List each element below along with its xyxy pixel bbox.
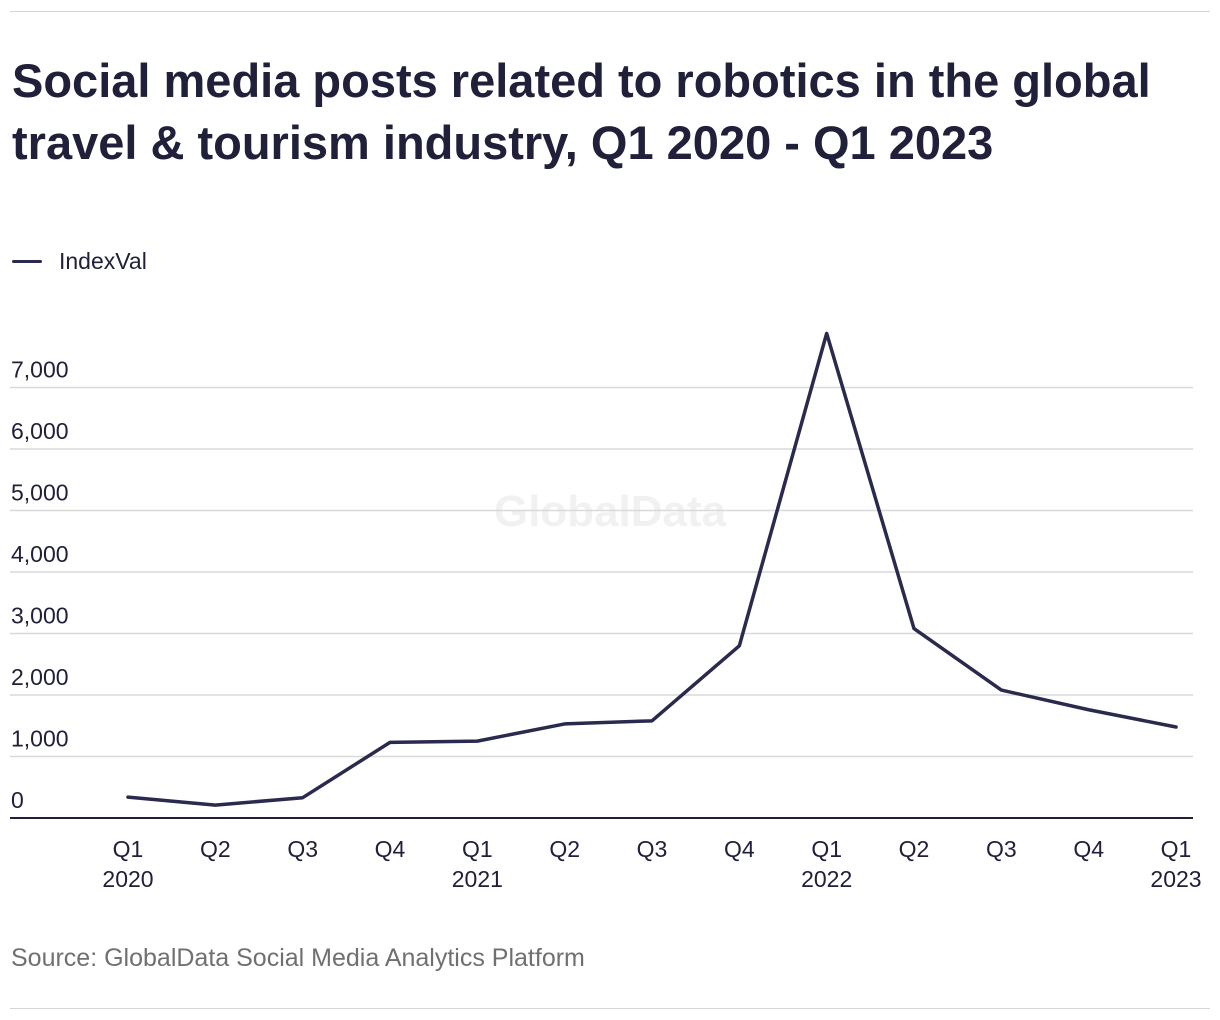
y-tick-label: 1,000 <box>11 726 69 752</box>
watermark: GlobalData <box>494 487 727 536</box>
x-tick-label: Q2 <box>899 836 930 862</box>
bottom-divider <box>10 1008 1210 1009</box>
chart-title: Social media posts related to robotics i… <box>12 54 1151 169</box>
y-axis-ticks: 0 1,000 2,000 3,000 4,000 5,000 6,000 7,000 <box>11 357 69 814</box>
series-line-indexval <box>126 331 1178 807</box>
gridlines <box>10 386 1193 758</box>
x-axis-ticks: Q1 2020 Q2 Q3 Q4 Q1 2021 Q2 Q3 Q4 Q1 2022 Q2 Q3 Q4 Q1 20… <box>102 836 1201 892</box>
x-tick-label: Q4 <box>1073 836 1104 862</box>
x-tick-label: Q1 2022 <box>801 836 852 892</box>
y-tick-label: 2,000 <box>11 664 69 690</box>
x-tick-label: Q3 <box>986 836 1017 862</box>
x-tick-label: Q1 2020 <box>102 836 153 892</box>
x-tick-label: Q4 <box>724 836 755 862</box>
x-tick-label: Q3 <box>637 836 668 862</box>
source-note: Source: GlobalData Social Media Analytic… <box>11 944 585 972</box>
legend-swatch <box>12 260 42 263</box>
x-tick-label: Q4 <box>375 836 406 862</box>
y-tick-label: 6,000 <box>11 418 69 444</box>
y-tick-label: 7,000 <box>11 357 69 383</box>
x-tick-label: Q1 2023 <box>1150 836 1201 892</box>
y-tick-label: 5,000 <box>11 480 69 506</box>
legend-label: IndexVal <box>59 248 147 274</box>
y-tick-label: 3,000 <box>11 603 69 629</box>
x-tick-label: Q2 <box>200 836 231 862</box>
y-tick-label: 4,000 <box>11 541 69 567</box>
legend: IndexVal <box>12 248 147 275</box>
x-tick-label: Q1 2021 <box>452 836 503 892</box>
top-divider <box>10 11 1210 12</box>
x-tick-label: Q3 <box>287 836 318 862</box>
x-tick-label: Q2 <box>549 836 580 862</box>
y-tick-label: 0 <box>11 787 24 813</box>
